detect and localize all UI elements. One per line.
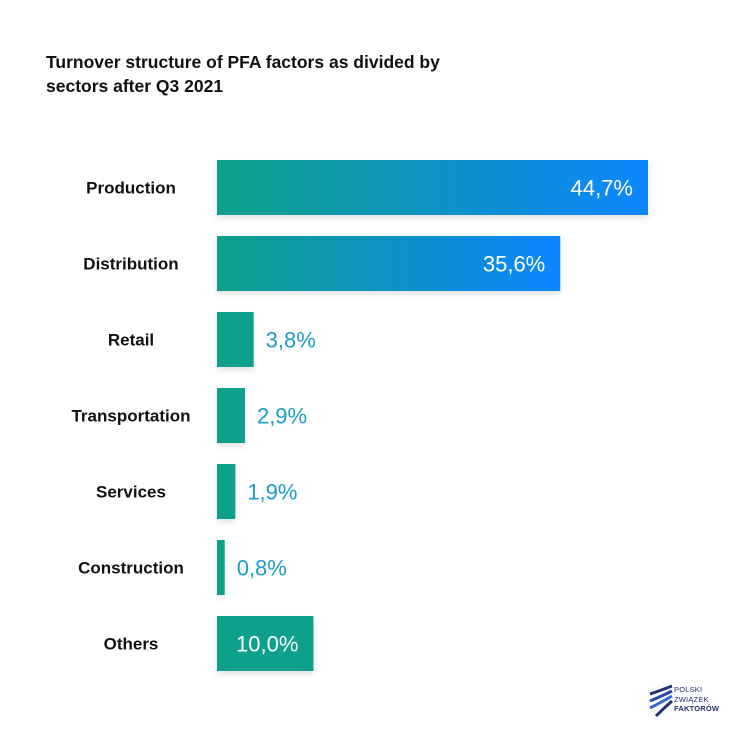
bar [217, 160, 648, 215]
pfa-logo: POLSKI ZWIĄZEK FAKTORÓW [648, 684, 720, 718]
chart-title: Turnover structure of PFA factors as div… [46, 52, 440, 96]
data-label: 3,8% [266, 328, 316, 353]
data-label: 44,7% [571, 176, 633, 201]
data-label: 2,9% [257, 404, 307, 429]
data-label: 35,6% [483, 252, 545, 277]
bar [217, 388, 245, 443]
category-label: Services [96, 483, 166, 502]
data-label: 10,0% [236, 632, 298, 657]
logo-line-2: ZWIĄZEK [674, 694, 709, 704]
bar [217, 312, 254, 367]
data-label: 1,9% [247, 480, 297, 505]
category-label: Others [104, 635, 159, 654]
category-label: Construction [78, 559, 184, 578]
data-label: 0,8% [237, 556, 287, 581]
category-label: Transportation [71, 407, 190, 426]
bar [217, 540, 225, 595]
logo-swoosh-icon [649, 684, 673, 718]
logo-line-3: FAKTORÓW [674, 704, 720, 713]
bar [217, 616, 314, 671]
category-label: Retail [108, 331, 154, 350]
logo-line-1: POLSKI [674, 685, 703, 694]
category-label: Distribution [83, 255, 178, 274]
bar [217, 236, 561, 291]
category-label: Production [86, 179, 176, 198]
bar [217, 464, 236, 519]
